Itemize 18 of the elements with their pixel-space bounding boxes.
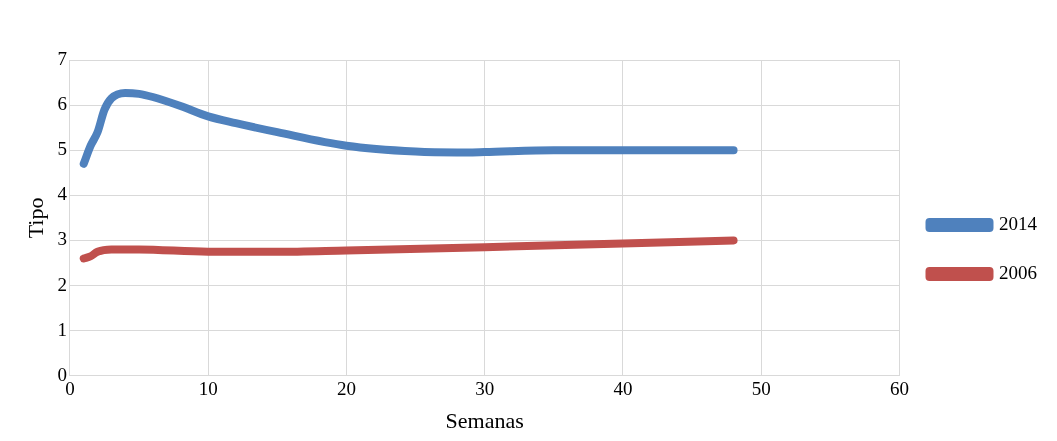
y-tick-label: 0 <box>57 363 67 385</box>
y-tick-label: 7 <box>57 47 67 69</box>
y-tick-label: 1 <box>57 318 67 340</box>
x-tick-label: 60 <box>890 378 909 400</box>
legend-label: 2014 <box>999 212 1038 234</box>
x-tick-label: 20 <box>336 378 356 400</box>
y-tick-label: 5 <box>57 138 67 160</box>
y-tick-label: 6 <box>57 93 67 115</box>
x-tick-label: 40 <box>613 378 633 400</box>
y-tick-label: 2 <box>57 273 67 295</box>
legend-label: 2006 <box>999 261 1037 283</box>
y-axis-title: Tipo <box>22 197 48 239</box>
y-tick-label: 3 <box>57 228 67 250</box>
x-tick-label: 50 <box>751 378 771 400</box>
x-tick-label: 10 <box>198 378 218 400</box>
x-tick-label: 30 <box>475 378 495 400</box>
x-axis-title: Semanas <box>445 407 524 433</box>
y-tick-label: 4 <box>57 183 68 205</box>
